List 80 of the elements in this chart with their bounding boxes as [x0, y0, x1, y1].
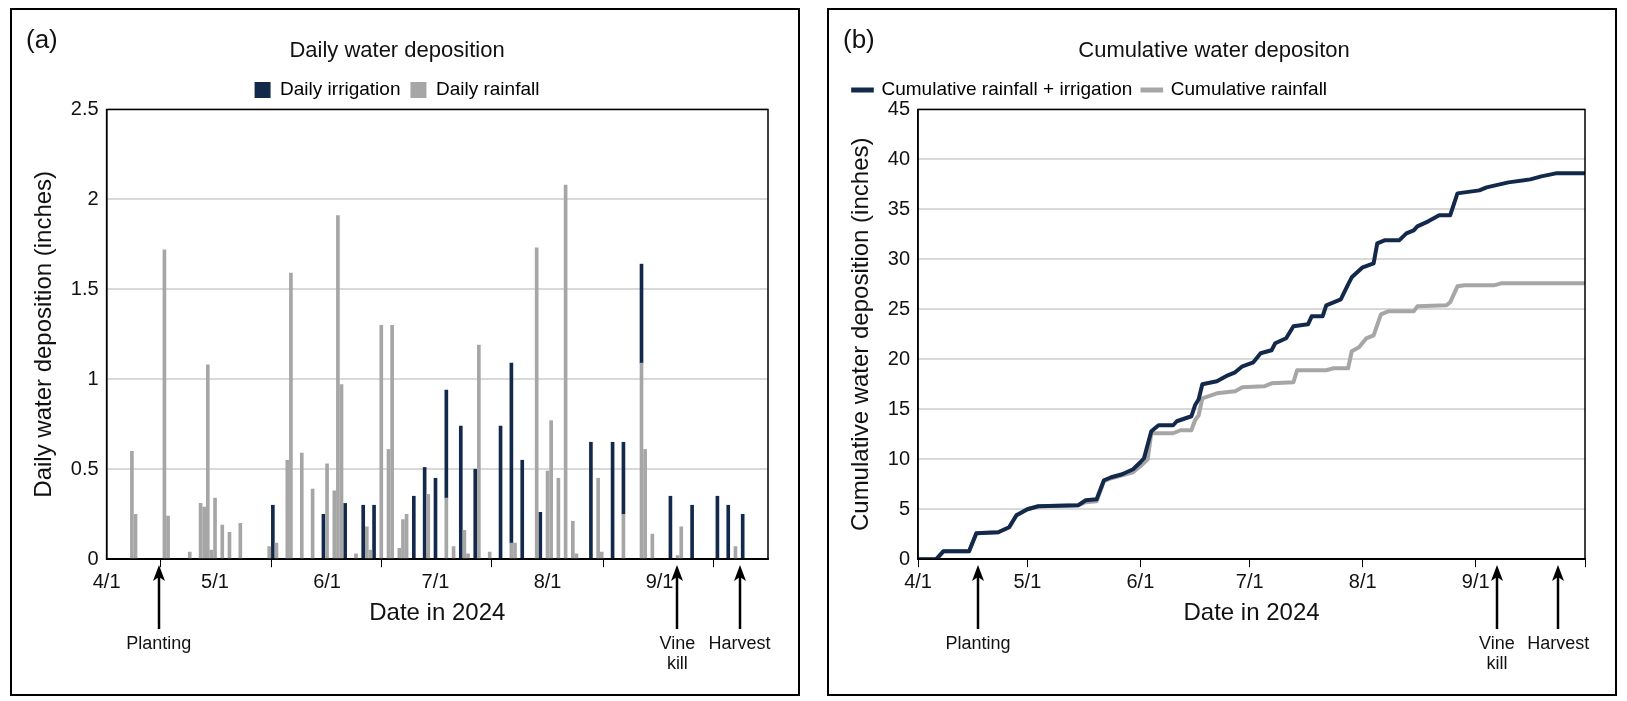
bar	[299, 452, 304, 559]
text: Vine kill	[1479, 633, 1515, 674]
bar	[458, 425, 463, 559]
bar	[325, 463, 329, 559]
x-tick-label: 6/1	[313, 569, 341, 592]
x-tick-label: 8/1	[533, 569, 562, 592]
bar	[487, 551, 492, 559]
y-tick-label: 15	[887, 396, 911, 419]
x-tick-label: 8/1	[1348, 569, 1377, 592]
chart-title: Cumulative water depositon	[1078, 37, 1350, 63]
x-tick-label: 5/1	[201, 569, 229, 592]
bar	[520, 459, 525, 559]
y-tick-label: 0.5	[70, 456, 99, 479]
legend-label: Cumulative rainfall	[1170, 78, 1328, 100]
bar	[372, 504, 376, 559]
text: Vine kill	[659, 633, 696, 674]
x-axis-title: Date in 2024	[369, 598, 506, 626]
bar	[130, 450, 134, 559]
bar	[271, 504, 275, 559]
y-axis-title: Cumulative water deposition (inches)	[846, 137, 874, 532]
y-tick-label: 5	[898, 496, 911, 519]
y-tick-label: 0	[898, 546, 911, 569]
bar	[534, 247, 539, 559]
y-tick-label: 25	[887, 296, 911, 319]
bar	[238, 522, 243, 559]
y-tick-label: 35	[887, 196, 911, 219]
text: Harvest	[707, 633, 772, 654]
legend-label: Daily rainfall	[435, 78, 540, 100]
bar	[571, 521, 575, 559]
x-tick-label: 4/1	[92, 569, 121, 592]
bar	[336, 215, 340, 559]
legend-label: Daily irrigation	[280, 78, 401, 100]
bar	[205, 364, 210, 559]
bar	[589, 441, 593, 559]
bar	[354, 553, 358, 559]
bar	[187, 551, 192, 559]
y-tick-label: 0	[87, 546, 99, 569]
bar	[289, 272, 293, 559]
bar	[726, 504, 731, 559]
y-tick-label: 1.5	[70, 276, 99, 299]
y-tick-label: 10	[887, 446, 911, 469]
x-tick-label: 9/1	[1461, 569, 1490, 592]
bar	[549, 420, 553, 559]
bar	[426, 494, 431, 559]
bar	[740, 513, 745, 559]
x-tick-label: 7/1	[421, 569, 450, 592]
bar	[379, 324, 384, 559]
bar	[220, 524, 225, 559]
y-tick-label: 2.5	[70, 96, 99, 119]
y-tick-label: 20	[887, 346, 911, 369]
x-tick-label: 5/1	[1013, 569, 1042, 592]
bar	[477, 344, 481, 559]
y-axis-title: Daily water deposition (inches)	[29, 170, 57, 498]
text: (a)	[26, 24, 58, 55]
x-tick-label: 6/1	[1126, 569, 1155, 592]
y-tick-label: 40	[887, 146, 911, 169]
bar	[213, 497, 217, 559]
y-tick-label: 2	[87, 186, 99, 209]
bar	[679, 526, 684, 559]
bar	[513, 542, 517, 559]
bar	[690, 504, 694, 559]
bar	[343, 503, 347, 559]
y-tick-label: 1	[87, 366, 99, 389]
bar	[596, 477, 600, 559]
text: Planting	[944, 633, 1012, 654]
bar	[267, 546, 272, 559]
bar	[473, 468, 478, 559]
bar	[390, 324, 394, 559]
chart-title: Daily water deposition	[289, 37, 505, 63]
x-tick-label: 9/1	[645, 569, 674, 592]
x-tick-label: 4/1	[904, 569, 932, 592]
bar	[411, 495, 416, 559]
text: Harvest	[1526, 633, 1591, 654]
text: (b)	[843, 24, 875, 55]
x-tick-label: 7/1	[1235, 569, 1264, 592]
text: Planting	[125, 633, 193, 654]
bar	[361, 504, 366, 559]
x-axis-title: Date in 2024	[1183, 598, 1320, 626]
bar	[365, 526, 369, 559]
y-tick-label: 30	[887, 246, 911, 269]
